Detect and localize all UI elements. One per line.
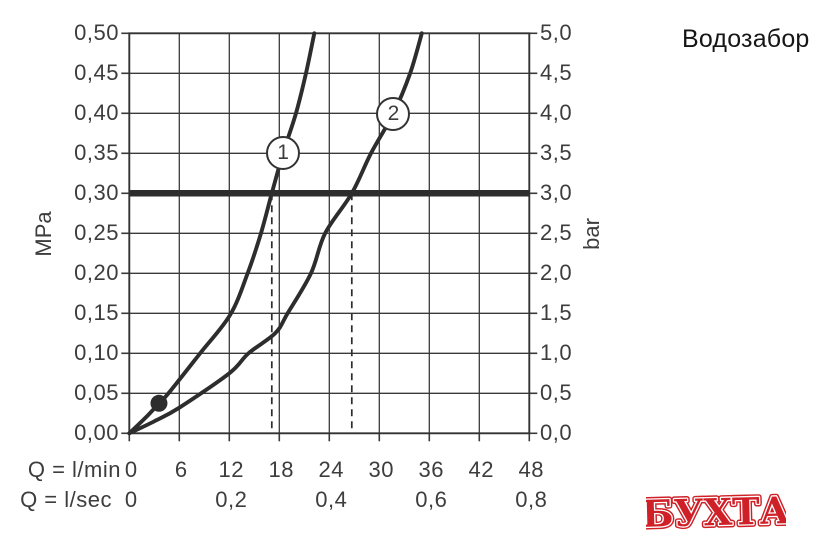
y-tick-label-bar: 2,0 — [540, 260, 573, 286]
y-tick-label-bar: 4,5 — [540, 60, 573, 86]
x-tick-label-lmin: 0 — [124, 457, 138, 482]
curve-2-label-badge: 2 — [376, 97, 411, 132]
x-tick-label-lsec: 0,4 — [315, 487, 348, 512]
x-tick-label-lsec: 0 — [124, 487, 138, 512]
x-tick-label-lmin: 18 — [268, 457, 295, 482]
x-tick-label-lmin: 36 — [418, 457, 445, 482]
y-tick-label-bar: 4,0 — [540, 100, 573, 126]
y-tick-label-mpa: 0,25 — [74, 220, 119, 246]
watermark-white-outline: БУХТА — [646, 488, 786, 536]
y-tick-label-bar: 0,0 — [540, 420, 573, 446]
y-tick-label-mpa: 0,20 — [74, 260, 119, 286]
x-tick-label-lmin: 12 — [218, 457, 245, 482]
y-tick-label-mpa: 0,50 — [74, 20, 119, 46]
page-title: Водозабор — [682, 25, 810, 53]
x-axis-caption-lsec: Q = l/sec — [20, 487, 112, 512]
y-tick-label-mpa: 0,30 — [74, 180, 119, 206]
x-tick-label-lmin: 42 — [468, 457, 495, 482]
y-tick-label-mpa: 0,15 — [74, 300, 119, 326]
y-tick-label-bar: 5,0 — [540, 20, 573, 46]
x-tick-label-lmin: 6 — [174, 457, 188, 482]
y-tick-label-bar: 1,5 — [540, 300, 573, 326]
y-tick-label-bar: 1,0 — [540, 340, 573, 366]
x-axis-caption-lmin: Q = l/min — [27, 457, 121, 482]
watermark-text: БУХТА — [646, 488, 786, 536]
watermark-outer-outline: БУХТА — [646, 488, 786, 536]
y-tick-label-mpa: 0,45 — [74, 60, 119, 86]
x-tick-label-lsec: 0,2 — [215, 487, 248, 512]
y-axis-unit-mpa: MPa — [31, 211, 56, 257]
x-tick-label-lsec: 0,8 — [515, 487, 548, 512]
y-tick-label-mpa: 0,05 — [74, 380, 119, 406]
x-tick-label-lmin: 48 — [518, 457, 545, 482]
curve-2-number: 2 — [387, 102, 400, 126]
y-tick-label-bar: 3,5 — [540, 140, 573, 166]
y-tick-label-mpa: 0,10 — [74, 340, 119, 366]
curve-1-label-badge: 1 — [266, 136, 301, 171]
x-tick-label-lsec: 0,6 — [415, 487, 448, 512]
y-tick-label-mpa: 0,00 — [74, 420, 119, 446]
y-axis-unit-bar: bar — [579, 218, 604, 250]
curve-1-number: 1 — [277, 141, 289, 165]
y-tick-label-bar: 3,0 — [540, 180, 573, 206]
plot-frame — [128, 32, 531, 435]
y-tick-label-mpa: 0,40 — [74, 100, 119, 126]
x-tick-label-lmin: 24 — [318, 457, 345, 482]
y-tick-label-bar: 0,5 — [540, 380, 573, 406]
x-tick-label-lmin: 30 — [368, 457, 395, 482]
y-tick-label-mpa: 0,35 — [74, 140, 119, 166]
buhta-watermark-logo: БУХТА БУХТА БУХТА — [646, 485, 786, 538]
y-tick-label-bar: 2,5 — [540, 220, 573, 246]
operating-point-marker — [150, 394, 168, 412]
